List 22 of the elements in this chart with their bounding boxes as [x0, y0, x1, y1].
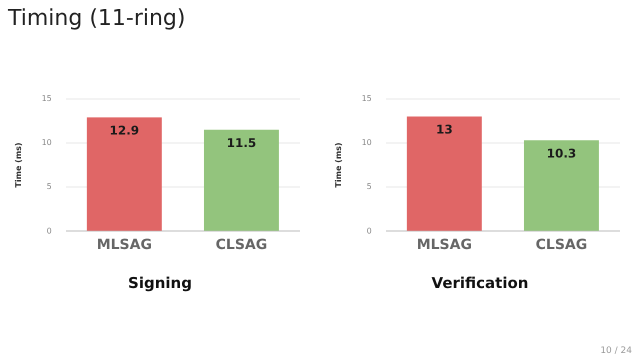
data-label: 10.3	[546, 146, 576, 160]
data-label: 12.9	[110, 123, 140, 138]
y-tick-label: 5	[46, 182, 52, 192]
y-tick-label: 0	[366, 226, 372, 236]
data-label: 13	[436, 122, 453, 137]
x-tick-label: CLSAG	[536, 237, 588, 254]
y-tick-label: 0	[46, 226, 52, 236]
y-tick-label: 10	[42, 138, 52, 148]
text: Verification	[430, 274, 530, 292]
text: Timing (11-ring)	[8, 6, 186, 31]
y-tick-label: 10	[362, 138, 372, 148]
y-tick-label: 5	[366, 182, 372, 192]
y-tick-label: 15	[42, 94, 52, 103]
data-label: 11.5	[226, 136, 256, 150]
y-axis-title: Time (ms)	[334, 142, 343, 188]
x-tick-label: MLSAG	[416, 237, 472, 254]
text: 10 / 24	[600, 346, 632, 356]
text: Signing	[127, 274, 193, 292]
y-tick-label: 15	[362, 94, 372, 103]
x-tick-label: MLSAG	[96, 237, 152, 254]
x-tick-label: CLSAG	[216, 237, 268, 254]
y-axis-title: Time (ms)	[14, 142, 23, 188]
